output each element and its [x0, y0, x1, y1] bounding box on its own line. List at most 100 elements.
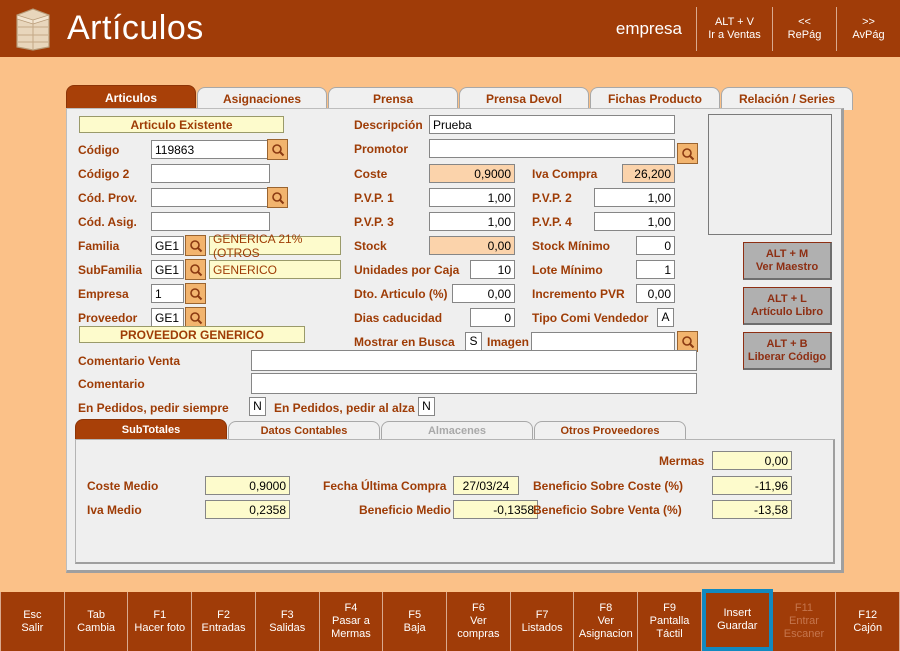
fkey-f11-key: F11	[794, 602, 814, 614]
fkey-insert-key: Insert	[723, 607, 752, 619]
label-iva-compra: Iva Compra	[532, 167, 598, 181]
subfamilia-input[interactable]: GE1	[151, 260, 184, 279]
comentario-input[interactable]	[251, 373, 697, 394]
prev-page-label: RePág	[787, 28, 822, 41]
liberar-codigo-label: Liberar Código	[747, 350, 827, 363]
articulo-libro-button[interactable]: ALT + L Artículo Libro	[743, 287, 832, 325]
company-label: empresa	[615, 18, 682, 38]
codigo2-input[interactable]	[151, 164, 270, 183]
label-mostrar-en-busca: Mostrar en Busca	[354, 335, 455, 349]
label-beneficio-sobre-coste: Beneficio Sobre Coste (%)	[533, 479, 684, 493]
iva-medio-value: 0,2358	[205, 500, 290, 519]
fkey-f1-hacer-foto[interactable]: F1 Hacer foto	[128, 592, 193, 651]
coste-input[interactable]: 0,9000	[429, 164, 515, 183]
subfamilia-search-icon[interactable]	[185, 259, 206, 280]
fkey-f8-label: Ver Asignacion	[578, 615, 633, 640]
tab-articulos[interactable]: Articulos	[66, 85, 196, 110]
beneficio-medio-value: -0,1358	[453, 500, 538, 519]
empresa-input[interactable]: 1	[151, 284, 184, 303]
fecha-ultima-compra-value: 27/03/24	[453, 476, 519, 495]
fkey-insert-guardar[interactable]: Insert Guardar	[701, 589, 773, 651]
familia-search-icon[interactable]	[185, 235, 206, 256]
app-header: Artículos empresa ALT + V Ir a Ventas <<…	[0, 0, 900, 57]
stock-minimo-input[interactable]: 0	[636, 236, 675, 255]
subtab-otros-proveedores[interactable]: Otros Proveedores	[534, 421, 686, 440]
fkey-f7-listados[interactable]: F7 Listados	[511, 592, 575, 651]
fkey-f9-pantalla-tactil[interactable]: F9 Pantalla Táctil	[638, 592, 702, 651]
pedir-al-alza-input[interactable]: N	[418, 397, 435, 416]
dias-caducidad-input[interactable]: 0	[470, 308, 515, 327]
prev-page-button[interactable]: << RePág	[772, 6, 836, 51]
label-pvp3: P.V.P. 3	[354, 215, 394, 229]
pvp4-input[interactable]: 1,00	[594, 212, 675, 231]
fkey-f12-cajon[interactable]: F12 Cajón	[836, 592, 900, 651]
subtab-subtotales[interactable]: SubTotales	[75, 419, 227, 440]
next-page-button[interactable]: >> AvPág	[836, 6, 900, 51]
label-comentario-venta: Comentario Venta	[78, 354, 181, 368]
descripcion-input[interactable]: Prueba	[429, 115, 675, 134]
fkey-f5-label: Baja	[403, 621, 426, 634]
incremento-pvr-input[interactable]: 0,00	[636, 284, 675, 303]
tab-relacion-series[interactable]: Relación / Series	[721, 87, 853, 110]
tab-prensa[interactable]: Prensa	[328, 87, 458, 110]
fkey-f2-label: Entradas	[201, 621, 246, 634]
tab-fichas-producto[interactable]: Fichas Producto	[590, 87, 720, 110]
tab-asignaciones[interactable]: Asignaciones	[197, 87, 327, 110]
fkey-esc-salir[interactable]: Esc Salir	[0, 592, 65, 651]
label-empresa: Empresa	[78, 287, 129, 301]
fkey-f5-baja[interactable]: F5 Baja	[383, 592, 448, 651]
fkey-f4-pasar-a-mermas[interactable]: F4 Pasar a Mermas	[320, 592, 384, 651]
fkey-f2-entradas[interactable]: F2 Entradas	[192, 592, 256, 651]
proveedor-search-icon[interactable]	[185, 307, 206, 328]
pvp1-input[interactable]: 1,00	[429, 188, 515, 207]
label-proveedor: Proveedor	[78, 311, 138, 325]
fkey-f11-entrar-escaner[interactable]: F11 Entrar Escaner	[773, 592, 837, 651]
cod-asig-input[interactable]	[151, 212, 270, 231]
promotor-search-icon[interactable]	[677, 143, 698, 164]
go-to-sales-button[interactable]: ALT + V Ir a Ventas	[696, 6, 772, 51]
unidades-por-caja-input[interactable]: 10	[470, 260, 515, 279]
codigo-input[interactable]: 119863	[151, 140, 270, 159]
dto-articulo-input[interactable]: 0,00	[452, 284, 515, 303]
imagen-input[interactable]	[531, 332, 675, 351]
ver-maestro-button[interactable]: ALT + M Ver Maestro	[743, 242, 832, 280]
label-beneficio-medio: Beneficio Medio	[359, 503, 452, 517]
pvp2-input[interactable]: 1,00	[594, 188, 675, 207]
subtab-datos-contables[interactable]: Datos Contables	[228, 421, 380, 440]
label-promotor: Promotor	[354, 142, 408, 156]
tab-prensa-devol[interactable]: Prensa Devol	[459, 87, 589, 110]
cod-prov-input[interactable]	[151, 188, 270, 207]
fkey-f6-key: F6	[471, 602, 485, 614]
fkey-tab-cambia[interactable]: Tab Cambia	[65, 592, 129, 651]
label-tipo-comi-vendedor: Tipo Comi Vendedor	[532, 311, 649, 325]
proveedor-input[interactable]: GE1	[151, 308, 184, 327]
promotor-input[interactable]	[429, 139, 675, 158]
label-coste-medio: Coste Medio	[87, 479, 159, 493]
fkey-f6-ver-compras[interactable]: F6 Ver compras	[447, 592, 511, 651]
codigo-search-icon[interactable]	[267, 139, 288, 160]
iva-compra-input[interactable]: 26,200	[622, 164, 675, 183]
label-pedir-al-alza: En Pedidos, pedir al alza	[274, 401, 415, 415]
fkey-f3-salidas[interactable]: F3 Salidas	[256, 592, 320, 651]
comentario-venta-input[interactable]	[251, 350, 697, 371]
cod-prov-search-icon[interactable]	[267, 187, 288, 208]
mostrar-en-busca-input[interactable]: S	[465, 332, 482, 351]
stock-input[interactable]: 0,00	[429, 236, 515, 255]
fkey-f8-ver-asignacion[interactable]: F8 Ver Asignacion	[574, 592, 639, 651]
pedir-siempre-input[interactable]: N	[249, 397, 266, 416]
liberar-codigo-button[interactable]: ALT + B Liberar Código	[743, 332, 832, 370]
fkey-f8-key: F8	[599, 602, 613, 614]
familia-input[interactable]: GE1	[151, 236, 184, 255]
pvp3-input[interactable]: 1,00	[429, 212, 515, 231]
mermas-value: 0,00	[712, 451, 792, 470]
tipo-comi-vendedor-input[interactable]: A	[657, 308, 674, 327]
empresa-search-icon[interactable]	[185, 283, 206, 304]
subtab-almacenes[interactable]: Almacenes	[381, 421, 533, 440]
label-stock: Stock	[354, 239, 387, 253]
label-iva-medio: Iva Medio	[87, 503, 142, 517]
fkey-f3-label: Salidas	[269, 621, 306, 634]
lote-minimo-input[interactable]: 1	[636, 260, 675, 279]
fkey-f1-key: F1	[153, 608, 167, 621]
box-crate-icon	[13, 7, 53, 51]
imagen-search-icon[interactable]	[677, 331, 698, 352]
